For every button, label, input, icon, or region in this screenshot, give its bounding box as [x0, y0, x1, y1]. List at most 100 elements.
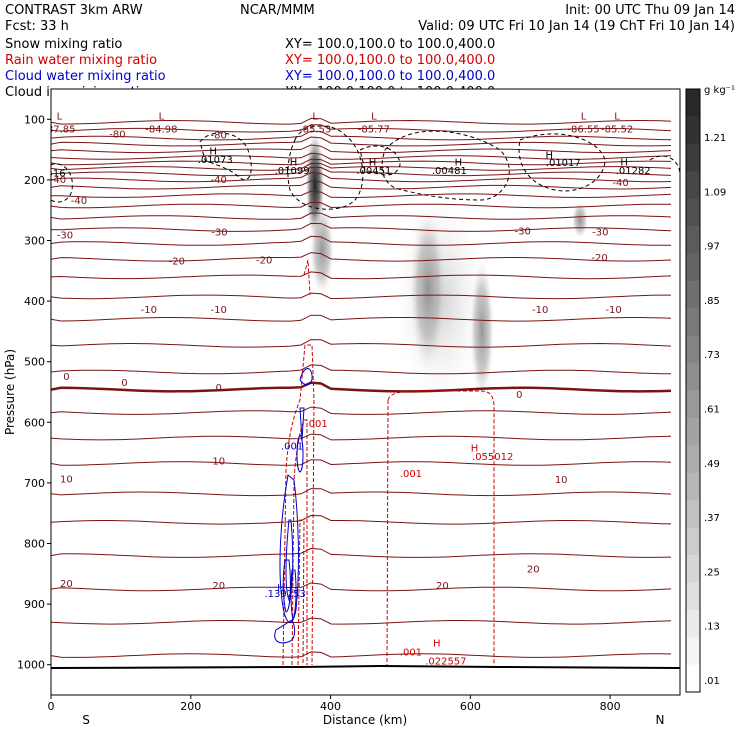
y-tick-label: 800 [24, 538, 45, 551]
field-xy-range: XY= 100.0,100.0 to 100.0,400.0 [285, 69, 495, 84]
isotherm-line [51, 314, 672, 322]
snow-max-label: H [290, 157, 298, 168]
colorbar-label: .25 [704, 567, 720, 578]
freezing-level-isotherm [51, 381, 672, 393]
low-value-label: -85.52 [601, 125, 633, 136]
colorbar-swatch [686, 171, 700, 200]
cloud-water-contour [285, 519, 294, 602]
colorbar-label: .49 [704, 459, 720, 470]
isotherm-label: -30 [57, 231, 73, 242]
x-tick-label: 800 [600, 700, 621, 713]
model-title: CONTRAST 3km ARW [5, 3, 143, 18]
isotherm-label: -80 [109, 129, 125, 140]
plot-frame [50, 88, 681, 696]
isotherm-label: -10 [211, 305, 227, 316]
rain-label: .022557 [425, 657, 466, 668]
colorbar: 1.21 1.09 .97 .85 .73 .61 .49 .37 .25 .13 .01 [685, 88, 726, 693]
snow-max-label: H [455, 157, 463, 168]
snow-column2-shade [470, 260, 494, 400]
snow-shading [306, 133, 588, 405]
colorbar-label: 1.21 [704, 133, 726, 144]
colorbar-swatch [686, 637, 700, 666]
ice-contour [381, 130, 510, 201]
isotherm-line [51, 162, 672, 171]
field-xy-range: XY= 100.0,100.0 to 100.0,400.0 [285, 37, 495, 52]
y-tick-label: 200 [24, 174, 45, 187]
isotherm-label: -30 [211, 228, 227, 239]
isotherm-label: 0 [63, 372, 69, 383]
colorbar-swatch [686, 664, 700, 693]
isotherm-line [51, 271, 672, 280]
ice-contour [199, 132, 252, 181]
x-tick-label: 200 [180, 700, 201, 713]
y-tick-label: 1000 [17, 659, 45, 672]
org-label: NCAR/MMM [240, 3, 315, 18]
ice-contour [287, 125, 364, 210]
rain-contour [387, 390, 495, 665]
isotherm-line [51, 130, 672, 141]
snow-column-shade [410, 210, 446, 370]
snow-max-label: H [209, 146, 217, 157]
isotherm-label: 20 [527, 565, 540, 576]
snow-max-label: .00451 [356, 166, 391, 177]
isotherm-label: -20 [256, 256, 272, 267]
low-marker: L [159, 112, 165, 123]
snow-max-label: H [546, 151, 554, 162]
low-marker: L [581, 112, 587, 123]
isotherm-line [51, 459, 672, 466]
y-tick-label: 700 [24, 477, 45, 490]
colorbar-label: 1.09 [704, 187, 726, 198]
isotherm-line [51, 172, 672, 183]
rain-label: H [433, 639, 441, 650]
field-name: Rain water mixing ratio [5, 53, 157, 68]
rain-contour [303, 259, 311, 296]
isotherm-line [51, 651, 672, 658]
low-marker: L [57, 112, 63, 123]
rain-contour [297, 519, 305, 666]
cloud-water-contours [274, 368, 313, 644]
isotherm-label: -10 [141, 305, 157, 316]
colorbar-swatch [686, 363, 700, 391]
colorbar-swatch [686, 89, 700, 117]
isotherm-line [51, 582, 672, 592]
isotherm-line [51, 406, 672, 415]
colorbar-swatch [686, 226, 700, 254]
rain-label: .001 [400, 648, 422, 659]
colorbar-swatch [686, 116, 700, 145]
isotherm-label: 10 [212, 457, 225, 468]
isotherm-line [51, 124, 672, 133]
colorbar-swatch [686, 417, 700, 446]
colorbar-swatch [686, 253, 700, 282]
isotherm-label: -30 [515, 226, 531, 237]
ice-contour [51, 163, 73, 203]
rain-label: .001 [400, 469, 422, 480]
colorbar-swatch [686, 609, 700, 638]
colorbar-swatch [686, 500, 700, 529]
ice-contour [359, 145, 401, 176]
x-tick-label: 600 [460, 700, 481, 713]
y-tick-label: 500 [24, 356, 45, 369]
isotherm-label: -10 [605, 305, 621, 316]
isotherm-line [51, 201, 671, 209]
snow-max-label: .516 [43, 168, 65, 179]
isotherm-label: 20 [60, 579, 73, 590]
isotherm-line [51, 339, 672, 348]
low-value-label: -87.85 [43, 125, 75, 136]
field-xy-range: XY= 100.0,100.0 to 100.0,400.0 [285, 53, 495, 68]
ground-surface-line [51, 664, 680, 669]
isotherm-line [51, 364, 672, 375]
isotherm-label: 0 [216, 383, 222, 394]
colorbar-unit: g kg⁻¹ [704, 85, 735, 96]
isotherm-line [51, 514, 672, 525]
snow-max-label: H [620, 157, 628, 168]
y-axis: 100 200 300 400 500 600 700 800 900 1000 [17, 113, 51, 672]
south-label: S [82, 713, 90, 727]
low-marker: L [371, 112, 377, 123]
isotherm-line [51, 433, 672, 441]
init-time: Init: 00 UTC Thu 09 Jan 14 [565, 3, 735, 18]
colorbar-label: .01 [704, 676, 720, 687]
colorbar-swatch [686, 554, 700, 583]
colorbar-swatch [686, 582, 700, 611]
isotherm-line [51, 235, 671, 246]
